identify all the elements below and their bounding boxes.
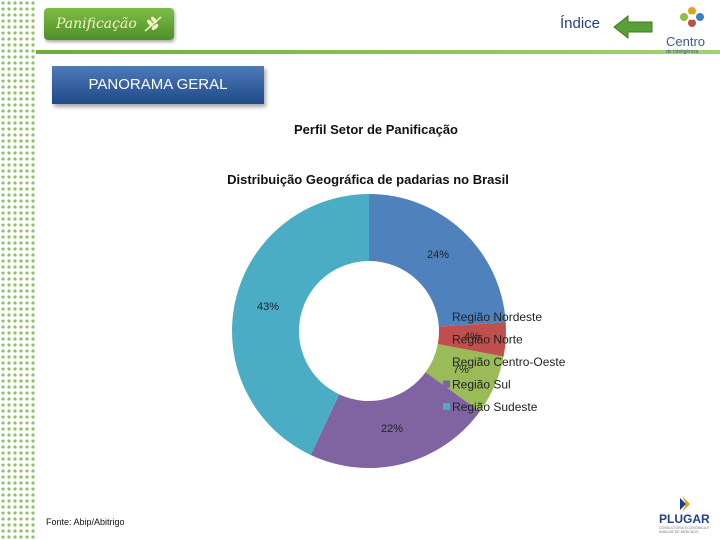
partner-logo-subtext: de Inteligência	[666, 49, 699, 55]
legend-entry: Região Centro-Oeste	[452, 355, 566, 369]
legend-entry: Região Sul	[452, 378, 511, 392]
data-label: 43%	[257, 301, 279, 313]
sponsor-logo-text: PLUGAR	[659, 512, 710, 526]
centro-logo-icon	[680, 7, 704, 27]
data-label: 4%	[464, 331, 480, 343]
legend-entry: Região Nordeste	[452, 310, 542, 324]
data-label: 22%	[381, 423, 403, 435]
back-arrow-icon[interactable]	[612, 14, 656, 40]
legend-swatch	[443, 403, 450, 410]
legend-swatch	[443, 313, 450, 320]
donut-slice-regi-o-sudeste	[232, 194, 369, 455]
legend-entry: Região Sudeste	[452, 400, 538, 414]
data-label: 7%	[453, 364, 469, 376]
donut-slice-regi-o-norte	[437, 322, 506, 357]
side-dot-pattern	[0, 0, 36, 540]
source-note: Fonte: Abip/Abitrigo	[46, 517, 125, 527]
brand-label: Panificação	[56, 16, 137, 32]
brand-logo: Panificação	[44, 8, 174, 40]
plugar-logo-icon	[680, 496, 690, 512]
wheat-icon	[144, 16, 162, 32]
data-label: 24%	[427, 249, 449, 261]
partner-logo-text: Centro	[666, 34, 706, 49]
legend-swatch	[443, 335, 450, 343]
section-tab: PANORAMA GERAL	[52, 66, 264, 104]
header-accent-bar	[36, 50, 720, 54]
legend-entry: Região Norte	[452, 333, 523, 347]
chart-title: Distribuição Geográfica de padarias no B…	[227, 172, 509, 187]
slide-title: Perfil Setor de Panificação	[293, 122, 458, 137]
sponsor-logo-subtext: CONSULTORIA ECONÔMICA E ANÁLISE DE MERCA…	[659, 526, 710, 534]
legend-swatch	[443, 380, 450, 388]
legend-swatch	[443, 358, 450, 365]
donut-slice-regi-o-sul	[310, 372, 480, 468]
index-link[interactable]: Índice	[560, 15, 601, 32]
donut-slice-regi-o-nordeste	[369, 194, 506, 327]
